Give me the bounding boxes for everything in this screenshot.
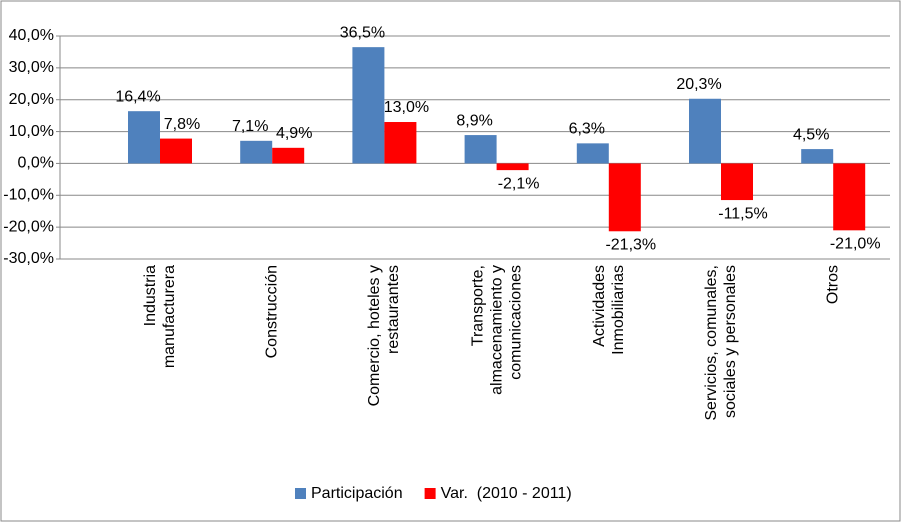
x-tick-label: Industria manufacturera (142, 265, 178, 369)
bar (801, 149, 834, 164)
bar (352, 47, 385, 164)
x-tick-label: Servicios, comunales, sociales y persona… (703, 265, 739, 421)
bar (833, 163, 866, 231)
bar (496, 163, 529, 171)
bar (608, 163, 641, 232)
data-label: 4,9% (276, 125, 312, 142)
y-tick-label: -10,0% (3, 187, 54, 204)
y-tick-label: 10,0% (9, 123, 54, 140)
bar (272, 147, 305, 164)
y-tick-label: 20,0% (9, 91, 54, 108)
bar (464, 135, 497, 164)
y-tick-label: 0,0% (18, 155, 54, 172)
y-tick-label: -20,0% (3, 218, 54, 235)
data-label: -21,3% (605, 237, 656, 254)
y-tick-label: 40,0% (9, 27, 54, 44)
bar (576, 143, 609, 164)
x-tick-label: Construcción (263, 265, 281, 359)
x-tick-label: Actividades Inmobiliarias (590, 265, 627, 355)
data-label: 7,8% (164, 116, 200, 133)
data-label: -2,1% (498, 175, 540, 192)
x-tick-label: Comercio, hoteles y restaurantes (366, 265, 403, 407)
legend-label: Participación (311, 485, 403, 502)
x-tick-label: Otros (824, 265, 842, 305)
data-label: 36,5% (340, 24, 385, 41)
data-label: 16,4% (115, 88, 160, 105)
data-label: -21,0% (830, 236, 881, 253)
data-label: 8,9% (456, 112, 492, 129)
bar (384, 122, 417, 164)
data-label: 20,3% (676, 76, 721, 93)
bar (128, 111, 160, 164)
legend-label: Var. (2010 - 2011) (441, 485, 572, 502)
data-label: 6,3% (569, 121, 605, 138)
bar (160, 138, 192, 164)
data-label: -11,5% (718, 205, 768, 222)
data-label: 4,5% (793, 126, 829, 143)
legend-swatch (424, 488, 436, 499)
legend-swatch (295, 488, 306, 499)
y-tick-label: 30,0% (9, 59, 54, 76)
x-tick-label: Transporte, almacenamiento y comunicacio… (469, 265, 525, 395)
bar (721, 163, 753, 201)
bar (240, 140, 273, 164)
y-tick-label: -30,0% (3, 250, 54, 267)
data-label: 7,1% (232, 118, 268, 135)
bar (689, 98, 721, 164)
data-label: 13,0% (384, 99, 429, 116)
